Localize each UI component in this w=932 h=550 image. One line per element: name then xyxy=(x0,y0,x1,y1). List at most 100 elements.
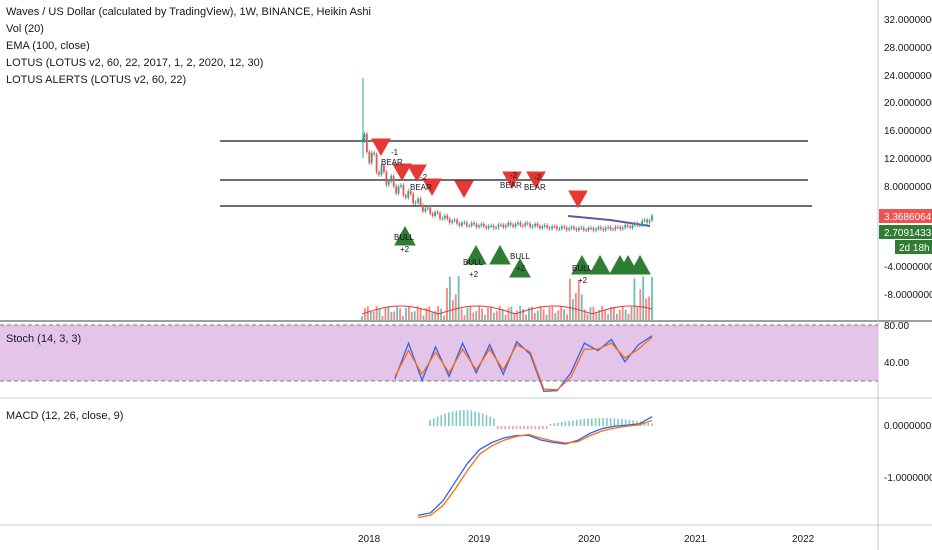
candle-body xyxy=(634,223,636,226)
bear-triangle xyxy=(392,163,412,182)
volume-bar xyxy=(607,313,609,320)
candle-body xyxy=(565,227,568,230)
macd-hist-bar xyxy=(511,426,514,430)
volume-bar xyxy=(627,313,630,320)
bear-triangle xyxy=(454,180,474,199)
macd-hist-bar xyxy=(613,418,616,427)
macd-hist-bar xyxy=(583,419,586,427)
candle-body xyxy=(621,227,624,230)
candle-body xyxy=(453,219,456,221)
macd-hist-bar xyxy=(500,426,503,430)
volume-bar xyxy=(598,310,601,320)
macd-hist-bar xyxy=(448,412,450,427)
volume-bar xyxy=(405,307,407,320)
candle-body xyxy=(509,222,512,225)
volume-bar xyxy=(651,276,653,320)
bear-delta: -2 xyxy=(510,171,518,180)
candle-body xyxy=(592,228,595,231)
macd-hist-bar xyxy=(481,413,484,427)
macd-hist-bar xyxy=(493,418,495,427)
candle-body xyxy=(599,227,602,229)
stoch-tick: 80.00 xyxy=(884,321,909,332)
volume-bar xyxy=(569,278,571,320)
macd-hist-bar xyxy=(643,422,646,427)
candle-body xyxy=(446,215,449,219)
volume-bar xyxy=(539,306,542,320)
candle-body xyxy=(434,211,437,216)
volume-bar xyxy=(402,315,404,320)
macd-hist-bar xyxy=(527,426,529,430)
candle-body xyxy=(478,225,480,228)
volume-bar xyxy=(378,308,381,320)
candle-body xyxy=(531,226,534,228)
volume-bar xyxy=(557,310,560,320)
volume-bar xyxy=(560,306,563,320)
macd-hist-bar xyxy=(485,415,488,427)
volume-bar xyxy=(533,312,536,320)
legend-ema: EMA (100, close) xyxy=(6,40,90,52)
volume-bar xyxy=(466,307,469,320)
bull-delta: +2 xyxy=(469,270,479,279)
volume-bar xyxy=(364,308,366,320)
volume-bar xyxy=(604,309,607,320)
candle-body xyxy=(626,225,629,227)
candle-body xyxy=(563,226,566,228)
bull-label: BULL xyxy=(510,252,531,261)
candle-body xyxy=(365,133,368,152)
candle-body xyxy=(392,175,395,187)
volume-bar xyxy=(478,306,481,320)
volume-group xyxy=(361,276,653,320)
candle-body xyxy=(638,225,641,227)
candle-body xyxy=(585,229,588,231)
macd-hist-bar xyxy=(624,419,627,427)
macd-hist-bar xyxy=(459,410,461,427)
price-tick: 12.0000000 xyxy=(884,154,932,165)
volume-bar xyxy=(516,310,519,320)
macd-hist-bar xyxy=(568,420,571,427)
macd-hist-bar xyxy=(478,412,480,427)
volume-bar xyxy=(574,292,577,320)
volume-bar xyxy=(443,315,445,320)
volume-bar xyxy=(428,306,431,320)
last-price-label: 3.3686064 xyxy=(884,212,932,223)
candle-body xyxy=(448,218,451,223)
volume-bar xyxy=(446,287,448,320)
candle-body xyxy=(368,151,371,163)
macd-hist-bar xyxy=(594,418,597,427)
candle-body xyxy=(538,225,541,229)
volume-bar xyxy=(522,309,525,320)
candle-body xyxy=(524,223,527,226)
volume-bar xyxy=(396,306,399,320)
candle-body xyxy=(378,172,380,175)
bear-triangle xyxy=(568,190,588,209)
candle-body xyxy=(568,228,571,230)
volume-bar xyxy=(624,309,627,320)
candle-body xyxy=(551,226,553,229)
volume-bar xyxy=(413,311,416,320)
volume-bar xyxy=(507,307,510,320)
bull-triangle xyxy=(465,244,487,265)
price-axis[interactable]: 32.0000000 28.0000000 24.0000000 20.0000… xyxy=(884,15,932,301)
volume-bar xyxy=(630,307,633,320)
volume-bar xyxy=(551,306,554,320)
bull-triangle xyxy=(489,244,511,265)
volume-bar xyxy=(528,307,530,320)
candle-body xyxy=(426,207,429,209)
volume-bar xyxy=(384,308,387,320)
macd-tick: 0.0000000 xyxy=(884,421,932,432)
time-axis[interactable]: 2018 2019 2020 2021 2022 xyxy=(358,534,815,545)
macd-hist-bar xyxy=(628,419,631,427)
candle-body xyxy=(556,226,558,230)
bear-delta: -2 xyxy=(534,173,542,182)
volume-bar xyxy=(454,294,457,320)
macd-hist-bar xyxy=(504,426,507,430)
volume-bar xyxy=(422,315,425,320)
volume-bar xyxy=(519,306,522,320)
candle-body xyxy=(560,226,563,229)
macd-hist-bar xyxy=(519,426,522,430)
candle-body xyxy=(577,228,580,231)
bear-label: BEAR xyxy=(524,183,546,192)
volume-bar xyxy=(372,311,375,320)
candle-body xyxy=(456,219,458,224)
